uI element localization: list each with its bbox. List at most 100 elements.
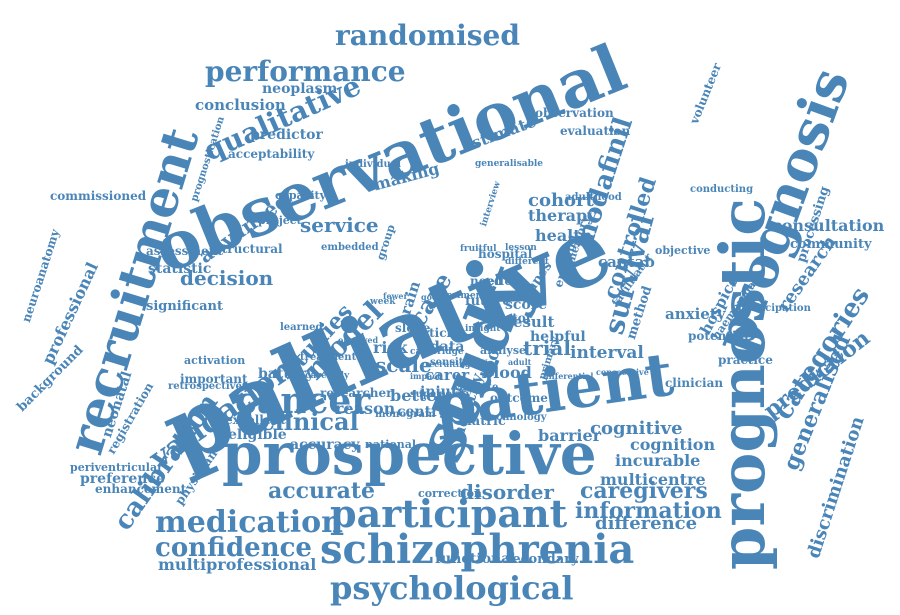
word: injury — [420, 384, 467, 400]
word: practice — [718, 353, 773, 367]
word: week — [370, 297, 396, 307]
word: prospective — [222, 420, 597, 488]
word: result — [505, 313, 555, 331]
word: structural — [215, 242, 283, 256]
word: health — [535, 226, 593, 245]
word: lesson — [505, 243, 537, 253]
word: slope — [395, 321, 431, 335]
word: monogram — [375, 409, 436, 420]
word: participant — [330, 491, 568, 536]
word: trial — [523, 336, 571, 360]
word: neuroanatomy — [19, 227, 63, 325]
word: researcher — [320, 386, 393, 400]
word: retrospective — [168, 381, 242, 392]
word: capacity — [275, 189, 326, 202]
word: consecutive — [596, 367, 649, 377]
word: reason — [335, 399, 396, 418]
word: statistic — [148, 261, 212, 277]
word: decision — [180, 266, 274, 290]
word: community — [790, 237, 872, 252]
word: battery — [258, 366, 315, 382]
word: assessment — [146, 244, 224, 258]
word: outcome — [490, 391, 548, 405]
word: scale — [375, 353, 432, 377]
word: better — [390, 386, 445, 405]
word: technology — [485, 412, 547, 423]
word: treatment — [300, 352, 357, 363]
word: cancer — [235, 380, 371, 422]
word: accuracy — [290, 437, 360, 453]
word: functional — [435, 551, 516, 567]
word: clinician — [665, 376, 724, 390]
word: anxiety — [665, 305, 726, 323]
word: volunteer — [687, 61, 725, 126]
word: validate — [454, 382, 499, 393]
word: caregivers — [580, 478, 708, 504]
word: secondary — [505, 552, 579, 567]
word: article — [415, 326, 459, 340]
word: consultation — [772, 216, 885, 235]
word: excellent — [225, 413, 286, 427]
word: analyse — [480, 344, 527, 357]
word: information — [575, 498, 722, 524]
word: helpful — [530, 329, 586, 345]
word: objective — [655, 244, 711, 257]
word: interval — [570, 343, 644, 363]
word: embedded — [321, 242, 379, 253]
word: enhancement — [95, 482, 187, 496]
word: neoplasm — [262, 81, 338, 97]
word: difference — [595, 513, 698, 534]
word: preference — [80, 471, 165, 487]
word: fruitful — [460, 244, 497, 254]
word: superiority — [410, 389, 472, 400]
word: hospital — [478, 247, 533, 261]
word: barrier — [538, 426, 602, 445]
word: differential — [543, 371, 594, 381]
word: participation — [738, 303, 811, 314]
word: effect — [487, 274, 525, 288]
word: cognitive — [590, 418, 683, 439]
word: significant — [146, 299, 223, 314]
word: confidence — [155, 533, 312, 563]
word: good — [421, 292, 443, 302]
word: cambridge — [410, 347, 464, 357]
word: potential — [688, 329, 749, 343]
word: performance — [205, 55, 406, 88]
word: sensitivity — [430, 357, 488, 368]
word: schizophrenia — [320, 526, 635, 573]
word: observation — [535, 106, 614, 120]
word: randomised — [335, 19, 520, 52]
word: learned — [280, 322, 323, 333]
word: cantab — [598, 253, 655, 271]
word: conducting — [690, 184, 754, 195]
word: centre — [397, 404, 448, 420]
word: important — [180, 372, 248, 386]
word: carefully — [305, 371, 350, 381]
word: conclusion — [195, 96, 286, 114]
word: multicentre — [600, 470, 706, 489]
word: blood — [482, 363, 532, 382]
word: incurable — [615, 451, 701, 470]
word: observed — [338, 335, 379, 345]
word: individual — [345, 159, 402, 170]
word: activation — [184, 354, 246, 367]
word: data — [430, 339, 465, 355]
word: insight — [465, 324, 501, 334]
word: multiprofessional — [158, 555, 317, 574]
word: recruiting — [425, 359, 471, 369]
word: score — [505, 297, 548, 313]
word: evaluation — [560, 124, 631, 138]
word: predictor — [250, 127, 323, 143]
word: commissioned — [50, 189, 147, 203]
word: therapy — [528, 206, 597, 225]
word: national — [365, 438, 417, 451]
word: matric — [458, 414, 506, 429]
word: medication — [155, 505, 343, 540]
word: fewer — [383, 291, 408, 301]
word: psychological — [330, 569, 574, 607]
word: future — [465, 294, 511, 309]
word: periventricular — [70, 461, 163, 474]
word: enrolment — [434, 291, 487, 301]
word: adult — [508, 357, 532, 367]
